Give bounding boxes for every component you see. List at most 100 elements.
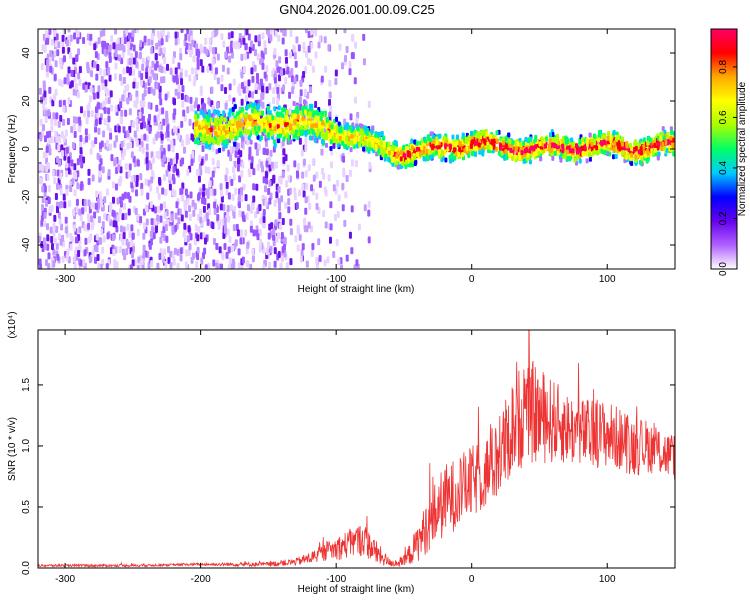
spectrogram-cell <box>164 260 168 268</box>
spectrogram-cell <box>154 226 158 234</box>
spectrogram-cell <box>79 106 83 114</box>
spectrogram-cell <box>279 262 283 269</box>
spectrogram-cell <box>335 239 339 247</box>
spectrogram-cell <box>283 107 287 113</box>
spectrogram-cell <box>245 95 249 103</box>
spectrogram-cell <box>109 90 113 98</box>
spectrogram-cell <box>242 183 246 191</box>
spectrogram-cell <box>554 144 558 150</box>
spectrogram-cell <box>286 66 290 74</box>
spectrogram-cell <box>60 144 64 152</box>
spectrogram-cell <box>294 60 298 68</box>
spectrogram-cell <box>240 71 244 79</box>
spectrogram-cell <box>132 44 136 52</box>
spectrogram-cell <box>132 68 136 76</box>
spectrogram-cell <box>120 140 124 148</box>
spectrogram-cell <box>47 252 51 260</box>
spectrogram-cell <box>55 33 59 41</box>
spectrogram-cell <box>185 249 189 257</box>
spectrogram-cell <box>154 73 158 81</box>
spectrogram-cell <box>494 146 498 152</box>
spectrogram-cell <box>303 217 307 225</box>
spectrogram-cell <box>251 255 255 263</box>
spectrogram-cell <box>285 180 289 188</box>
spectrogram-cell <box>264 47 268 55</box>
spectrogram-cell <box>200 46 204 54</box>
spectrogram-cell <box>180 29 184 33</box>
spectrogram-cell <box>232 41 236 49</box>
spectrogram-cell <box>220 33 224 41</box>
spectrogram-cell <box>244 113 248 119</box>
spectrogram-cell <box>264 199 268 207</box>
spectrogram-cell <box>134 207 138 215</box>
spectrogram-cell <box>173 156 177 164</box>
spectrogram-cell <box>97 202 101 210</box>
spectrogram-cell <box>145 143 149 151</box>
spectrogram-cell <box>677 148 680 153</box>
spectrogram-cell <box>215 149 219 155</box>
spectrogram-cell <box>111 181 115 189</box>
spectrogram-cell <box>474 140 478 146</box>
spectrogram-cell <box>367 200 371 208</box>
spectrogram-cell <box>298 137 302 145</box>
spectrogram-cell <box>192 209 196 217</box>
spectrogram-cell <box>332 251 336 259</box>
spectrogram-cell <box>106 88 110 96</box>
spectrogram-cell <box>168 183 172 191</box>
spectrogram-cell <box>262 215 266 223</box>
spectrogram-cell <box>57 144 61 152</box>
spectrogram-cell <box>143 222 147 230</box>
spectrogram-cell <box>87 178 91 186</box>
spectrogram-cell <box>130 181 134 189</box>
spectrogram-cell <box>249 220 253 228</box>
spectrogram-cell <box>165 35 169 43</box>
spectrogram-cell <box>211 58 215 66</box>
spectrogram-cell <box>682 137 685 142</box>
spectrogram-cell <box>224 143 228 149</box>
spectrogram-cell <box>167 245 171 253</box>
spectrogram-cell <box>250 156 254 164</box>
spectrogram-cell <box>45 164 49 172</box>
spectrogram-cell <box>43 212 47 220</box>
spectrogram-cell <box>391 157 395 163</box>
spectrogram-cell <box>155 60 159 68</box>
spectrogram-cell <box>201 197 205 205</box>
spectrogram-cell <box>115 135 119 143</box>
spectrogram-cell <box>323 259 327 267</box>
spectrogram-cell <box>142 251 146 259</box>
spectrogram-cell <box>131 251 135 259</box>
spectrogram-cell <box>342 167 346 175</box>
spectrogram-cell <box>308 202 312 210</box>
spectrogram-cell <box>321 120 325 126</box>
spectrogram-cell <box>290 75 294 83</box>
spectrogram-cell <box>288 107 292 115</box>
spectrogram-cell <box>158 108 162 116</box>
spectrogram-cell <box>240 81 244 89</box>
spectrogram-cell <box>130 151 134 159</box>
spectrogram-cell <box>251 248 255 256</box>
spectrogram-cell <box>145 151 149 159</box>
spectrogram-cell <box>89 85 93 93</box>
spectrogram-cell <box>215 242 219 250</box>
spectrogram-cell <box>126 84 130 92</box>
spectrogram-cell <box>678 139 681 144</box>
spectrogram-cell <box>280 69 284 77</box>
spectrogram-cell <box>76 91 80 99</box>
spectrogram-cell <box>341 182 345 190</box>
spectrogram-cell <box>243 80 247 88</box>
spectrogram-cell <box>124 212 128 220</box>
spectrogram-cell <box>173 247 177 255</box>
spectrogram-cell <box>272 87 276 95</box>
spectrogram-cell <box>43 90 47 98</box>
spectrogram-cell <box>191 150 195 158</box>
spectrogram-cell <box>244 133 248 141</box>
spectrogram-cell <box>215 29 219 35</box>
spectrogram-cell <box>150 260 154 268</box>
spectrogram-cell <box>111 234 115 242</box>
spectrogram-cell <box>45 70 49 78</box>
spectrogram-cell <box>336 179 340 187</box>
spectrogram-cell <box>82 37 86 45</box>
spectrogram-cell <box>279 29 283 33</box>
spectrogram-cell <box>188 118 192 126</box>
spectrogram-cell <box>230 31 234 39</box>
